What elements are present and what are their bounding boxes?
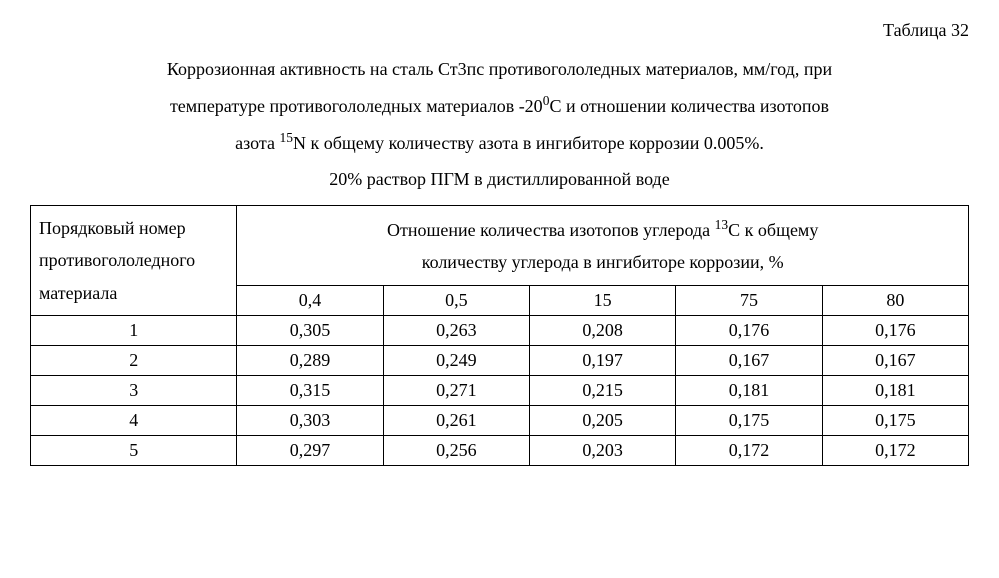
caption-line-1: Коррозионная активность на сталь Ст3пс п… <box>167 59 832 79</box>
cell: 0,289 <box>237 346 383 376</box>
cell: 0,256 <box>383 436 529 466</box>
cell: 0,203 <box>530 436 676 466</box>
cell: 0,215 <box>530 376 676 406</box>
group-header-line-1-sup: 13 <box>715 217 729 232</box>
group-header-line-1-pre: Отношение количества изотопов углерода <box>387 220 715 240</box>
caption-line-4: 20% раствор ПГМ в дистиллированной воде <box>329 169 669 189</box>
caption-line-2-post: С и отношении количества изотопов <box>549 96 829 116</box>
cell: 0,175 <box>676 406 822 436</box>
cell: 0,271 <box>383 376 529 406</box>
cell: 0,167 <box>822 346 968 376</box>
cell: 0,172 <box>676 436 822 466</box>
data-table: Порядковый номер противогололедного мате… <box>30 205 969 466</box>
group-header-line-1-post: С к общему <box>728 220 818 240</box>
table-row: 4 0,303 0,261 0,205 0,175 0,175 <box>31 406 969 436</box>
row-number: 1 <box>31 316 237 346</box>
table-row: 3 0,315 0,271 0,215 0,181 0,181 <box>31 376 969 406</box>
row-header-line-3: материала <box>39 283 117 303</box>
row-header-line-1: Порядковый номер <box>39 218 186 238</box>
col-header: 0,4 <box>237 285 383 315</box>
row-number: 4 <box>31 406 237 436</box>
row-number: 2 <box>31 346 237 376</box>
col-header: 80 <box>822 285 968 315</box>
cell: 0,303 <box>237 406 383 436</box>
row-number: 3 <box>31 376 237 406</box>
cell: 0,176 <box>822 316 968 346</box>
caption-line-3-sup: 15 <box>280 130 294 145</box>
table-row: 1 0,305 0,263 0,208 0,176 0,176 <box>31 316 969 346</box>
table-label: Таблица 32 <box>30 20 969 41</box>
group-header: Отношение количества изотопов углерода 1… <box>237 206 969 286</box>
col-header: 0,5 <box>383 285 529 315</box>
row-header-line-2: противогололедного <box>39 250 195 270</box>
table-caption: Коррозионная активность на сталь Ст3пс п… <box>30 51 969 197</box>
col-header: 75 <box>676 285 822 315</box>
cell: 0,197 <box>530 346 676 376</box>
cell: 0,181 <box>676 376 822 406</box>
cell: 0,181 <box>822 376 968 406</box>
cell: 0,208 <box>530 316 676 346</box>
row-header-title: Порядковый номер противогололедного мате… <box>31 206 237 316</box>
cell: 0,176 <box>676 316 822 346</box>
cell: 0,249 <box>383 346 529 376</box>
cell: 0,205 <box>530 406 676 436</box>
cell: 0,315 <box>237 376 383 406</box>
table-header-row-1: Порядковый номер противогололедного мате… <box>31 206 969 286</box>
caption-line-2-pre: температуре противогололедных материалов… <box>170 96 543 116</box>
cell: 0,175 <box>822 406 968 436</box>
cell: 0,172 <box>822 436 968 466</box>
cell: 0,167 <box>676 346 822 376</box>
table-row: 5 0,297 0,256 0,203 0,172 0,172 <box>31 436 969 466</box>
group-header-line-2: количеству углерода в ингибиторе коррози… <box>422 252 784 272</box>
cell: 0,261 <box>383 406 529 436</box>
caption-line-3-pre: азота <box>235 133 279 153</box>
col-header: 15 <box>530 285 676 315</box>
caption-line-3-mid: N к общему количеству азота в ингибиторе… <box>293 133 764 153</box>
table-row: 2 0,289 0,249 0,197 0,167 0,167 <box>31 346 969 376</box>
cell: 0,297 <box>237 436 383 466</box>
cell: 0,305 <box>237 316 383 346</box>
cell: 0,263 <box>383 316 529 346</box>
row-number: 5 <box>31 436 237 466</box>
